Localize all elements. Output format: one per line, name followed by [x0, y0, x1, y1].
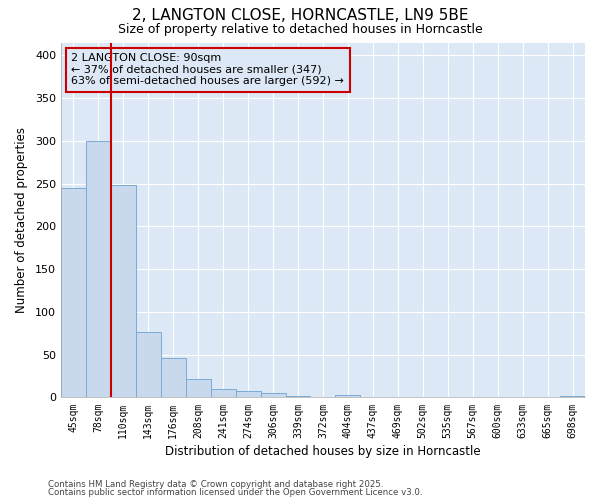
- Bar: [86, 141, 111, 398]
- Text: 2 LANGTON CLOSE: 90sqm
← 37% of detached houses are smaller (347)
63% of semi-de: 2 LANGTON CLOSE: 90sqm ← 37% of detached…: [71, 53, 344, 86]
- Bar: [211, 389, 236, 398]
- Text: Contains public sector information licensed under the Open Government Licence v3: Contains public sector information licen…: [48, 488, 422, 497]
- Text: Contains HM Land Registry data © Crown copyright and database right 2025.: Contains HM Land Registry data © Crown c…: [48, 480, 383, 489]
- Bar: [61, 188, 86, 398]
- Bar: [236, 390, 260, 398]
- Bar: [260, 393, 286, 398]
- X-axis label: Distribution of detached houses by size in Horncastle: Distribution of detached houses by size …: [165, 444, 481, 458]
- Bar: [186, 378, 211, 398]
- Bar: [111, 186, 136, 398]
- Bar: [161, 358, 186, 398]
- Bar: [560, 396, 585, 398]
- Y-axis label: Number of detached properties: Number of detached properties: [15, 127, 28, 313]
- Bar: [286, 396, 310, 398]
- Text: 2, LANGTON CLOSE, HORNCASTLE, LN9 5BE: 2, LANGTON CLOSE, HORNCASTLE, LN9 5BE: [132, 8, 468, 22]
- Bar: [335, 395, 361, 398]
- Text: Size of property relative to detached houses in Horncastle: Size of property relative to detached ho…: [118, 22, 482, 36]
- Bar: [136, 332, 161, 398]
